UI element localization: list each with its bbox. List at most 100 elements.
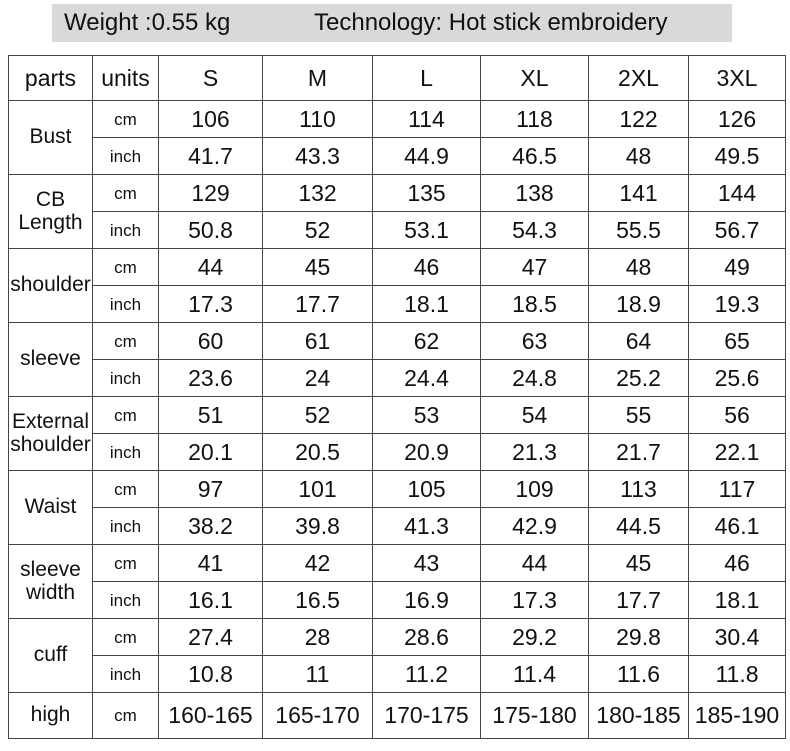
size-value: 24.4 <box>372 359 481 397</box>
unit-label: inch <box>92 507 159 545</box>
size-table: parts units S M L XL 2XL 3XL Bust cm 106 110 114 118 1… <box>8 55 786 739</box>
size-value: 18.1 <box>372 285 481 323</box>
unit-label: cm <box>92 174 159 212</box>
row: inch 41.7 43.3 44.9 46.5 48 49.5 <box>9 137 786 175</box>
size-value: 17.7 <box>588 581 689 619</box>
size-value: 141 <box>588 174 689 212</box>
size-value: 38.2 <box>158 507 263 545</box>
size-value: 64 <box>588 322 689 360</box>
size-value: 185-190 <box>688 692 786 739</box>
unit-label: inch <box>92 211 159 249</box>
column-header: 2XL <box>588 55 689 101</box>
size-value: 41.7 <box>158 137 263 175</box>
size-value: 138 <box>480 174 589 212</box>
size-value: 44.9 <box>372 137 481 175</box>
unit-label: cm <box>92 248 159 286</box>
size-value: 55 <box>588 396 689 434</box>
size-value: 20.9 <box>372 433 481 471</box>
size-value: 17.3 <box>158 285 263 323</box>
size-value: 47 <box>480 248 589 286</box>
size-value: 54.3 <box>480 211 589 249</box>
size-value: 24.8 <box>480 359 589 397</box>
size-value: 27.4 <box>158 618 263 656</box>
part-label: Bust <box>8 100 93 175</box>
size-value: 42.9 <box>480 507 589 545</box>
row: inch 17.3 17.7 18.1 18.5 18.9 19.3 <box>9 285 786 323</box>
size-value: 29.8 <box>588 618 689 656</box>
size-value: 28 <box>262 618 373 656</box>
size-value: 56 <box>688 396 786 434</box>
column-header: units <box>92 55 159 101</box>
row: inch 38.2 39.8 41.3 42.9 44.5 46.1 <box>9 507 786 545</box>
size-value: 144 <box>688 174 786 212</box>
row: CB Length cm 129 132 135 138 141 144 <box>8 174 786 249</box>
part-label: high <box>8 692 93 739</box>
size-value: 28.6 <box>372 618 481 656</box>
size-value: 17.3 <box>480 581 589 619</box>
size-value: 61 <box>262 322 373 360</box>
size-value: 101 <box>262 470 373 508</box>
size-value: 20.1 <box>158 433 263 471</box>
size-value: 129 <box>158 174 263 212</box>
unit-label: cm <box>92 618 159 656</box>
size-value: 52 <box>262 211 373 249</box>
unit-label: cm <box>92 100 159 138</box>
unit-label: inch <box>92 433 159 471</box>
size-value: 46 <box>372 248 481 286</box>
row: inch 23.6 24 24.4 24.8 25.2 25.6 <box>9 359 786 397</box>
size-value: 53 <box>372 396 481 434</box>
size-value: 170-175 <box>372 692 481 739</box>
row: shoulder cm 44 45 46 47 48 49 <box>8 248 786 323</box>
size-value: 11.8 <box>688 655 786 693</box>
size-value: 62 <box>372 322 481 360</box>
size-value: 41.3 <box>372 507 481 545</box>
size-value: 44 <box>158 248 263 286</box>
part-label: CB Length <box>8 174 93 249</box>
size-value: 126 <box>688 100 786 138</box>
size-value: 11.4 <box>480 655 589 693</box>
part-label: sleeve width <box>8 544 93 619</box>
size-value: 109 <box>480 470 589 508</box>
size-value: 48 <box>588 248 689 286</box>
row: External shoulder cm 51 52 53 54 55 56 <box>8 396 786 471</box>
unit-label: inch <box>92 581 159 619</box>
size-value: 53.1 <box>372 211 481 249</box>
unit-label: inch <box>92 137 159 175</box>
size-value: 25.6 <box>688 359 786 397</box>
unit-label: cm <box>92 470 159 508</box>
size-value: 16.1 <box>158 581 263 619</box>
column-header: 3XL <box>688 55 786 101</box>
column-header: parts <box>8 55 93 101</box>
size-value: 45 <box>262 248 373 286</box>
size-value: 52 <box>262 396 373 434</box>
size-value: 106 <box>158 100 263 138</box>
size-value: 11.6 <box>588 655 689 693</box>
row: high cm 160-165 165-170 170-175 175-180 180-18… <box>8 692 786 739</box>
column-header: L <box>372 55 481 101</box>
header-bar: Weight :0.55 kg Technology: Hot stick em… <box>52 4 732 42</box>
size-value: 105 <box>372 470 481 508</box>
unit-label: inch <box>92 359 159 397</box>
size-value: 11 <box>262 655 373 693</box>
part-label: External shoulder <box>8 396 93 471</box>
size-value: 49.5 <box>688 137 786 175</box>
size-value: 48 <box>588 137 689 175</box>
size-value: 19.3 <box>688 285 786 323</box>
size-value: 60 <box>158 322 263 360</box>
size-value: 51 <box>158 396 263 434</box>
unit-label: cm <box>92 692 159 739</box>
unit-label: cm <box>92 544 159 582</box>
size-value: 55.5 <box>588 211 689 249</box>
size-value: 41 <box>158 544 263 582</box>
row: inch 20.1 20.5 20.9 21.3 21.7 22.1 <box>9 433 786 471</box>
size-value: 10.8 <box>158 655 263 693</box>
row: Waist cm 97 101 105 109 113 117 <box>8 470 786 545</box>
size-value: 18.1 <box>688 581 786 619</box>
size-value: 11.2 <box>372 655 481 693</box>
size-value: 30.4 <box>688 618 786 656</box>
column-header: XL <box>480 55 589 101</box>
header-row: parts units S M L XL 2XL 3XL <box>8 55 786 101</box>
size-value: 46 <box>688 544 786 582</box>
part-label: cuff <box>8 618 93 693</box>
